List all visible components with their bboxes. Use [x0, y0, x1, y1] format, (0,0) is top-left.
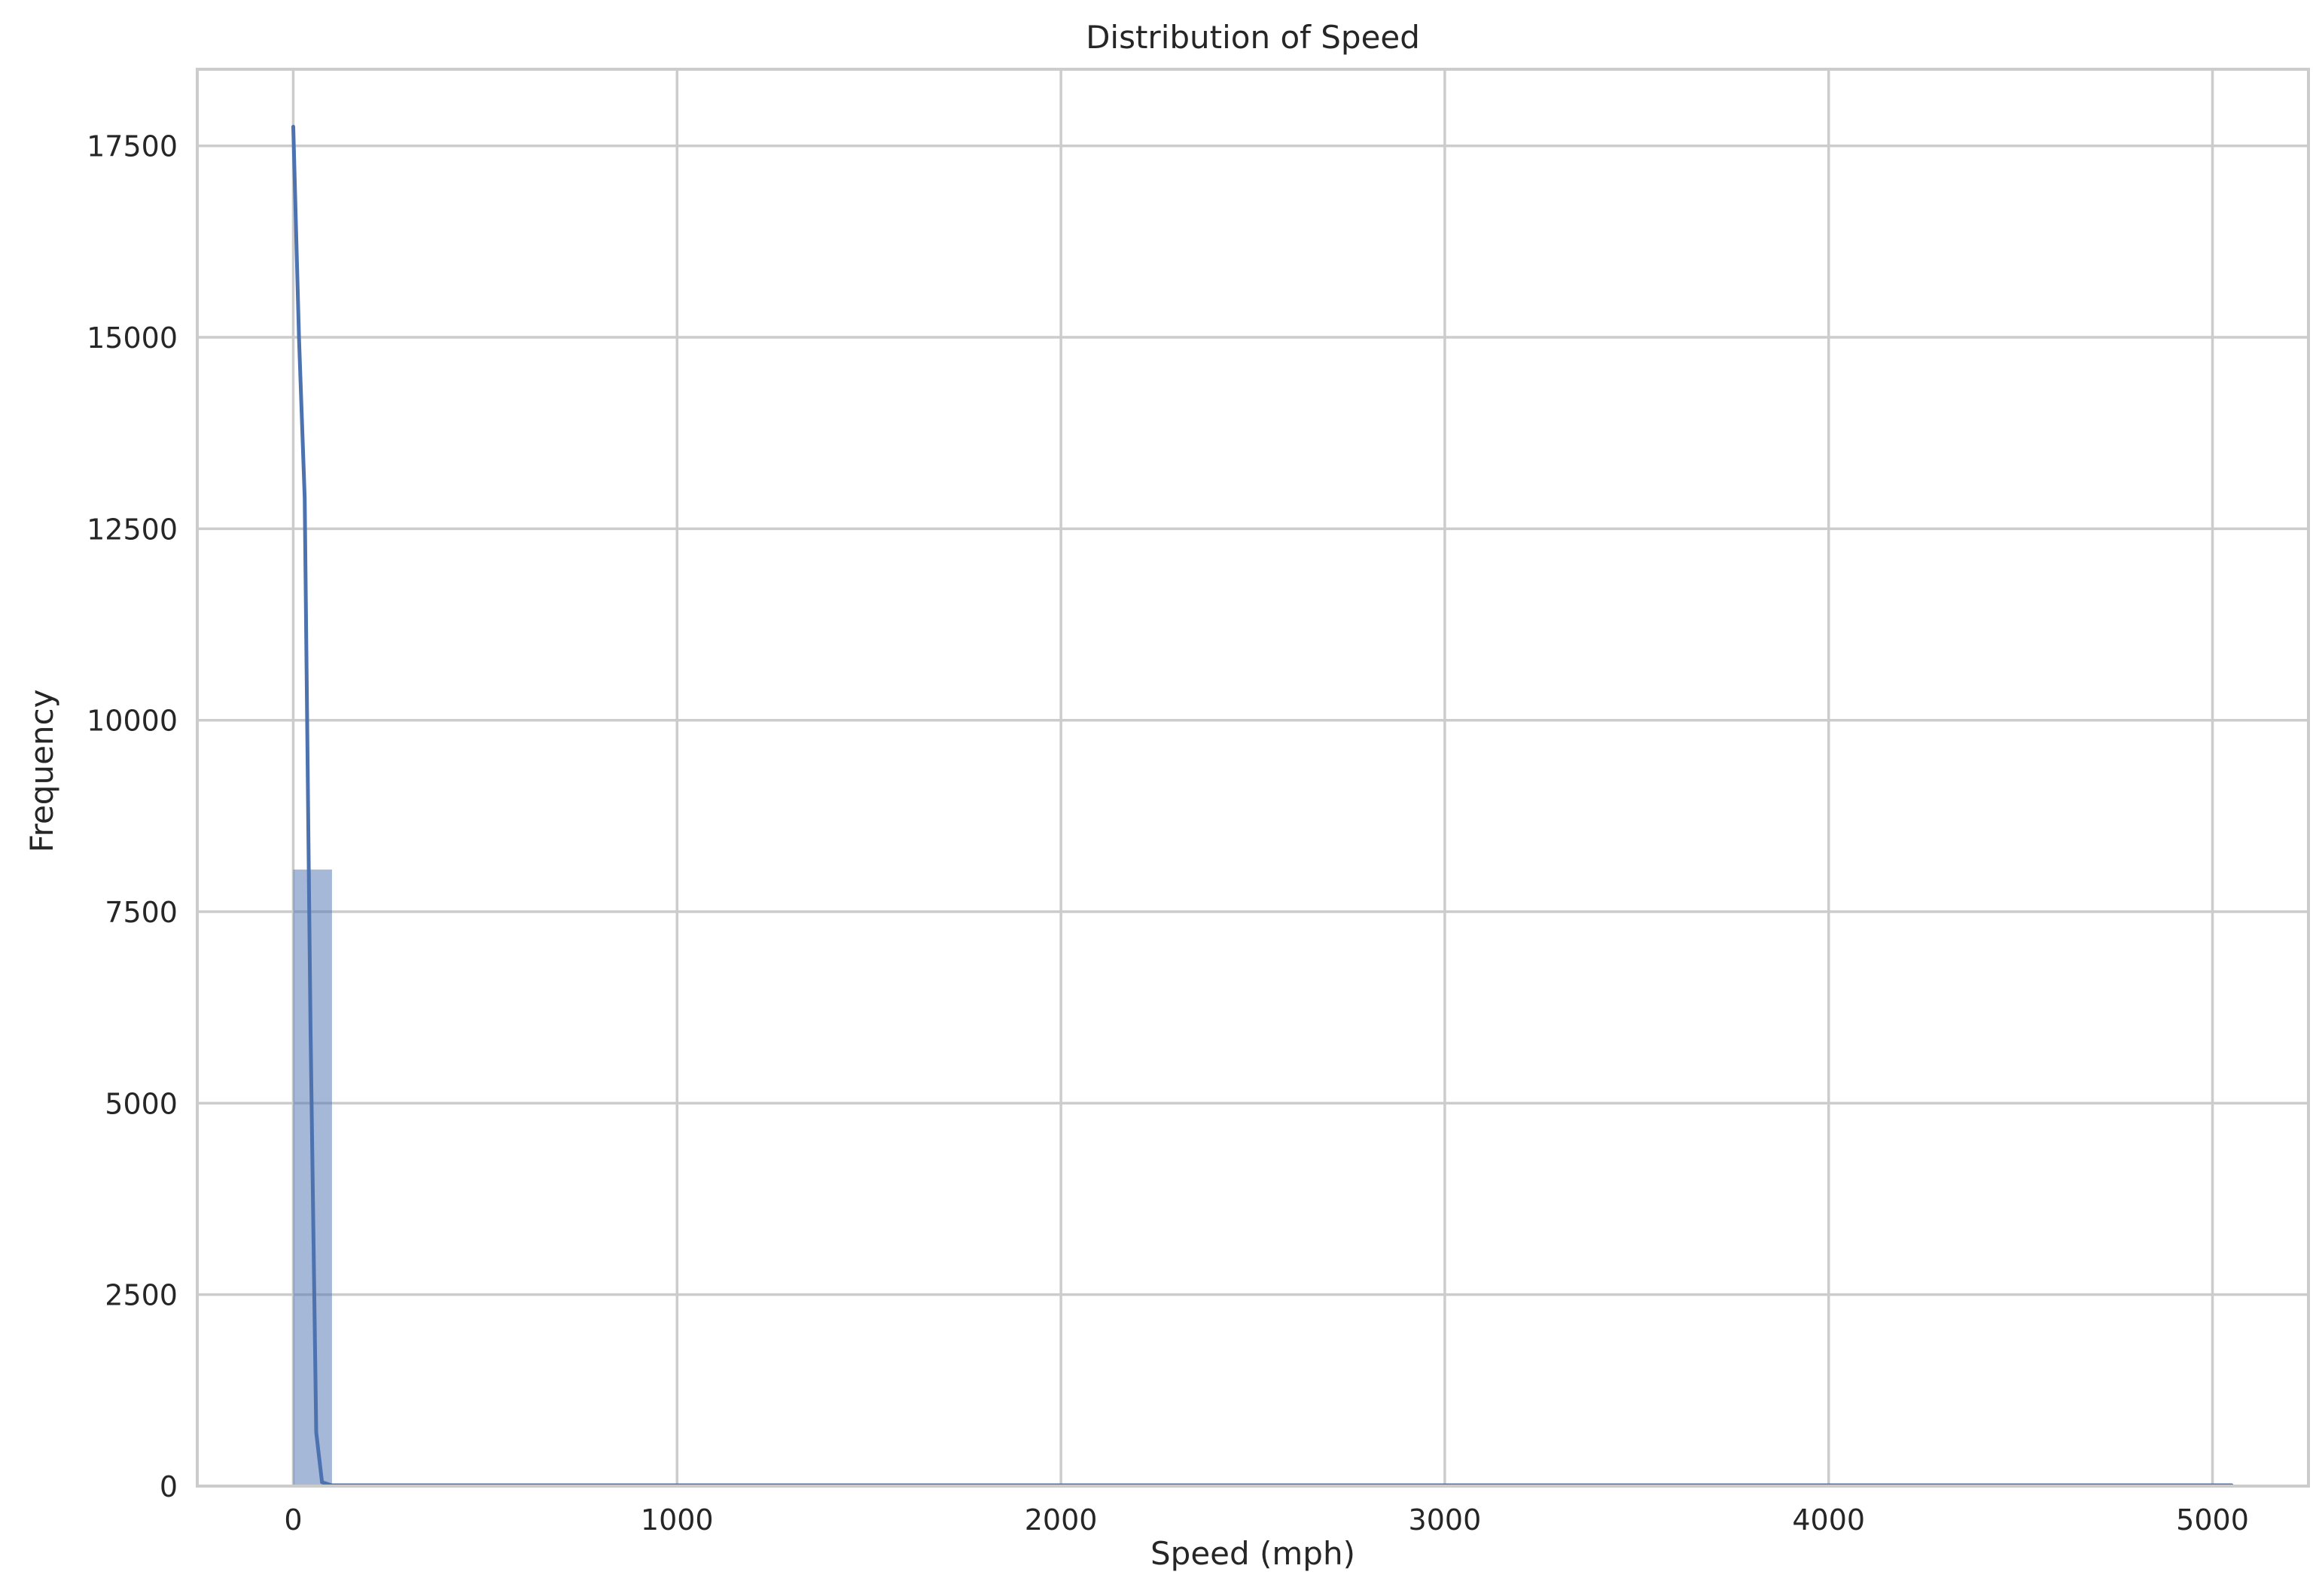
- x-tick-label: 5000: [2176, 1503, 2249, 1537]
- kde-line: [291, 124, 2234, 1488]
- y-tick-label: 12500: [87, 513, 178, 546]
- y-axis-label: Frequency: [23, 690, 60, 853]
- y-tick-label: 15000: [87, 321, 178, 355]
- x-tick-label: 3000: [1409, 1503, 1482, 1537]
- x-tick-label: 1000: [641, 1503, 714, 1537]
- y-tick-label: 7500: [105, 896, 178, 929]
- kde-curve: [291, 124, 2234, 1488]
- y-tick-label: 10000: [87, 705, 178, 738]
- x-tick-label: 4000: [1792, 1503, 1865, 1537]
- histogram-bars: [293, 870, 2232, 1486]
- x-axis-label: Speed (mph): [1150, 1535, 1355, 1572]
- chart-title: Distribution of Speed: [1086, 19, 1420, 56]
- y-tick-label: 5000: [105, 1087, 178, 1120]
- y-tick-label: 17500: [87, 130, 178, 163]
- x-tick-label: 0: [284, 1503, 302, 1537]
- x-tick-label: 2000: [1025, 1503, 1098, 1537]
- plot-frame: [196, 68, 2310, 1488]
- x-tick-labels: 0 1000 2000 3000 4000 5000: [284, 1503, 2249, 1537]
- grid-lines: [197, 69, 2308, 1488]
- y-tick-label: 2500: [105, 1279, 178, 1312]
- y-tick-label: 0: [160, 1470, 178, 1503]
- y-tick-labels: 0 2500 5000 7500 10000 12500 15000 17500: [87, 130, 178, 1503]
